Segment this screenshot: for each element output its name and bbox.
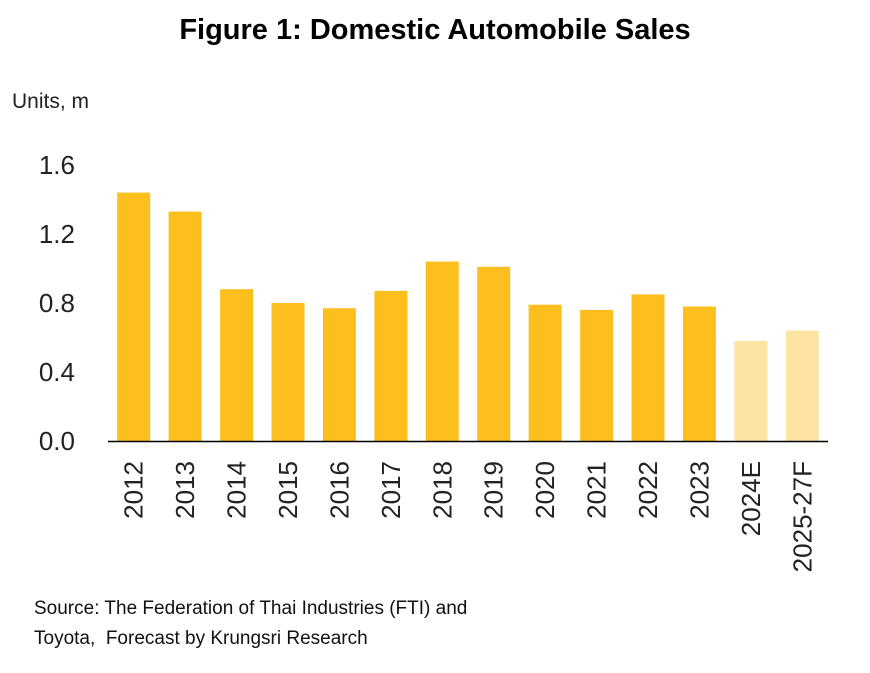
x-tick-label: 2017 [376,461,406,519]
x-tick-label: 2025-27F [787,461,817,572]
x-axis-tick-labels: 2012 2013 2014 2015 2016 2017 2018 2019 2020 2021… [119,461,818,572]
bars [117,192,819,441]
chart-title: Figure 1: Domestic Automobile Sales [179,14,691,46]
bar-2017 [374,290,408,441]
bar-2015 [271,303,305,441]
x-tick-label: 2022 [633,461,663,519]
y-tick-label: 0.4 [39,357,75,387]
bar-2024E [734,341,768,441]
bar-2023 [682,306,716,441]
source-line-1: Source: The Federation of Thai Industrie… [34,598,468,619]
bar-2022 [631,294,665,441]
x-tick-label: 2021 [582,461,612,519]
x-tick-label: 2015 [273,461,303,519]
bar-2013 [168,211,202,441]
bar-2020 [528,304,562,441]
bar-2019 [477,266,511,441]
y-tick-label: 0.8 [39,288,75,318]
y-axis-ticks: 0.0 0.4 0.8 1.2 1.6 [39,150,75,456]
x-tick-label: 2023 [684,461,714,519]
x-tick-label: 2012 [119,461,149,519]
y-axis-unit-label: Units, m [12,90,90,113]
y-tick-label: 1.6 [39,150,75,180]
x-tick-label: 2013 [170,461,200,519]
source-note: Source: The Federation of Thai Industrie… [34,594,467,654]
x-tick-label: 2018 [427,461,457,519]
x-tick-label: 2016 [324,461,354,519]
y-tick-label: 1.2 [39,219,75,249]
bar-chart: 0.0 0.4 0.8 1.2 1.6 2012 2013 2014 2015 2016 2017… [39,150,828,572]
bar-2012 [117,192,151,441]
source-line-2: Toyota, Forecast by Krungsri Research [34,628,368,649]
bar-2021 [580,309,614,441]
bar-2025-27F [785,330,819,441]
x-tick-label: 2020 [530,461,560,519]
x-tick-label: 2019 [479,461,509,519]
x-tick-label: 2014 [222,461,252,519]
y-tick-label: 0.0 [39,426,75,456]
bar-2018 [425,261,459,441]
bar-2014 [220,289,254,441]
bar-2016 [322,308,356,441]
x-tick-label: 2024E [736,461,766,536]
